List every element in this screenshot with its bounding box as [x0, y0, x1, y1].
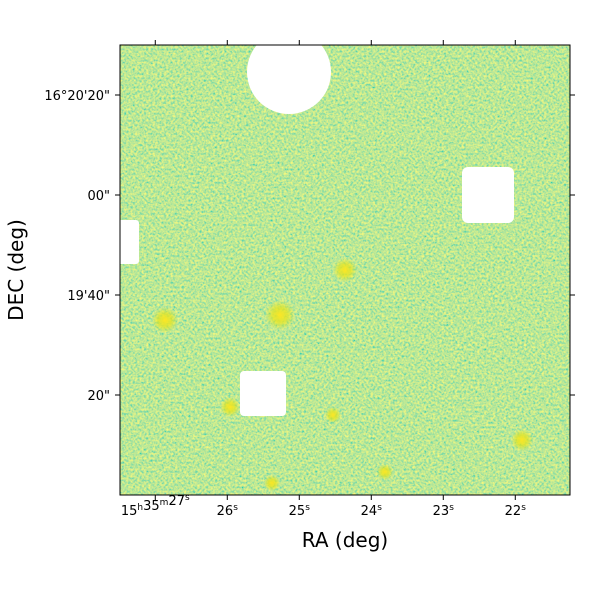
x-tick-label: 26s [217, 503, 239, 519]
y-tick-label: 19'40" [67, 289, 110, 304]
y-tick-label: 16°20'20" [44, 89, 110, 104]
frame [119, 44, 571, 496]
masks [120, 45, 514, 416]
x-tick-label: 22s [505, 503, 527, 519]
y-axis-label: DEC (deg) [4, 219, 28, 321]
y-tick-label: 00" [87, 189, 110, 204]
sources [152, 258, 533, 491]
x-tick-label: 23s [433, 503, 455, 519]
y-tick-label: 20" [87, 389, 110, 404]
x-tick-label: 25s [289, 503, 311, 519]
x-tick-label: 24s [361, 503, 383, 519]
image [120, 45, 570, 495]
x-axis-label: RA (deg) [302, 528, 388, 552]
